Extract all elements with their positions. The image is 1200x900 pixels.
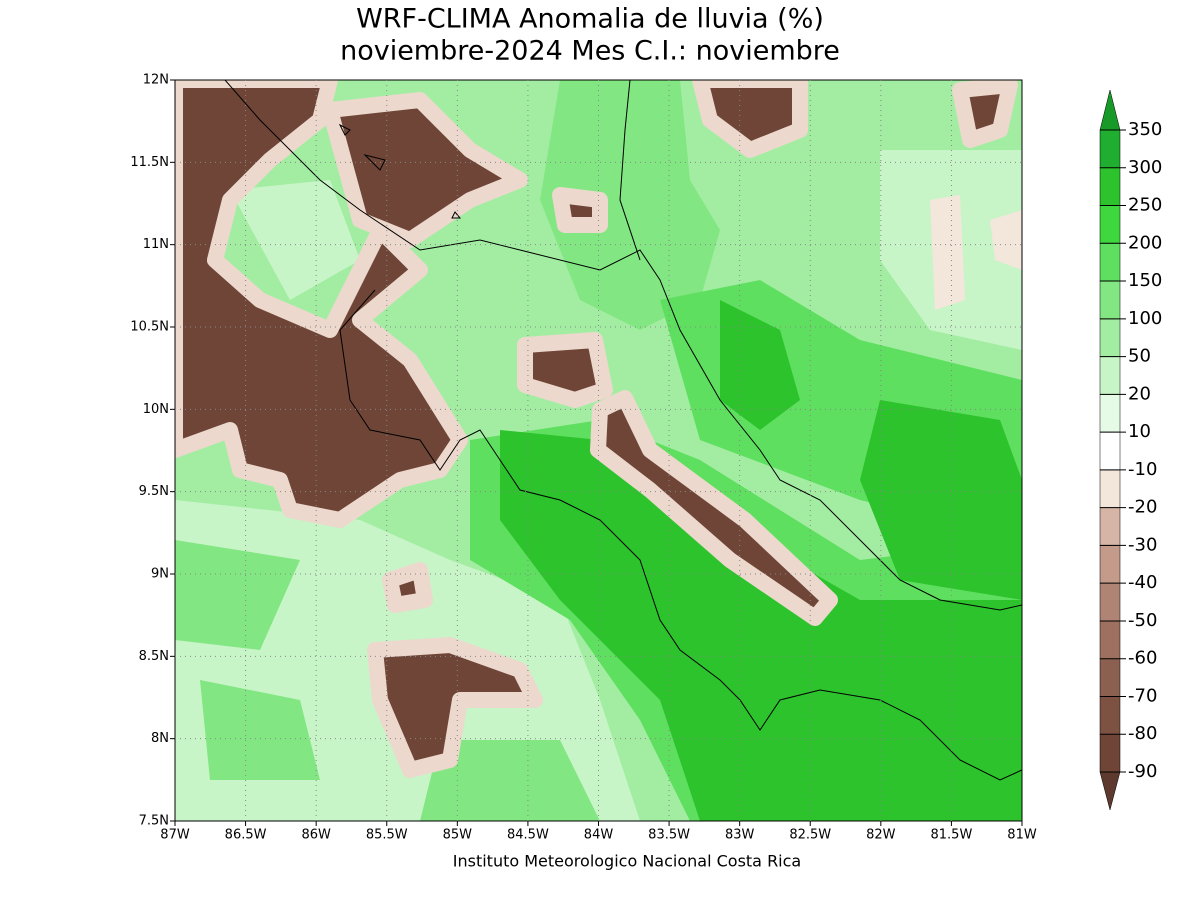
y-tick-label: 8N <box>151 731 169 746</box>
colorbar-bin <box>1099 545 1121 584</box>
colorbar-label: 50 <box>1128 346 1151 367</box>
y-tick-label: 10N <box>143 402 169 417</box>
y-tick-label: 9N <box>151 567 169 582</box>
colorbar-label: 10 <box>1128 421 1151 442</box>
colorbar-bin <box>1099 129 1121 169</box>
colorbar-bin <box>1099 167 1121 206</box>
colorbar-bin <box>1099 280 1121 320</box>
y-tick-label: 11.5N <box>130 155 169 170</box>
y-tick-label: 10.5N <box>130 320 169 335</box>
colorbar-bin <box>1099 733 1121 773</box>
x-tick-label: 83.5W <box>648 828 690 843</box>
y-tick-label: 11N <box>143 237 169 252</box>
x-tick-label: 85.5W <box>366 828 408 843</box>
y-tick-label: 9.5N <box>139 484 169 499</box>
colorbar-label: 300 <box>1128 157 1162 178</box>
colorbar-bin <box>1099 582 1121 622</box>
x-tick-label: 86W <box>301 828 331 843</box>
colorbar-end <box>1099 89 1121 131</box>
colorbar-label: 150 <box>1128 270 1162 291</box>
colorbar-bin <box>1099 658 1121 697</box>
y-tick-label: 12N <box>143 73 169 88</box>
footer: Instituto Meteorologico Nacional Costa R… <box>453 852 801 871</box>
y-tick-label: 7.5N <box>139 814 169 829</box>
x-tick-label: 87W <box>160 828 190 843</box>
colorbar-label: -60 <box>1128 648 1157 669</box>
x-tick-label: 83W <box>725 828 755 843</box>
colorbar-label: -70 <box>1128 685 1157 706</box>
colorbar-label: 250 <box>1128 195 1162 216</box>
colorbar-label: 20 <box>1128 383 1151 404</box>
y-tick-label: 8.5N <box>139 649 169 664</box>
colorbar-bin <box>1099 696 1121 735</box>
x-tick-label: 84W <box>584 828 614 843</box>
colorbar-end <box>1099 771 1121 811</box>
colorbar-label: -30 <box>1128 534 1157 555</box>
x-tick-label: 86.5W <box>225 828 267 843</box>
colorbar-bin <box>1099 469 1121 508</box>
colorbar-label: 350 <box>1128 119 1162 140</box>
colorbar-bin <box>1099 318 1121 357</box>
colorbar-bin <box>1099 356 1121 395</box>
title-line: noviembre-2024 Mes C.I.: noviembre <box>340 36 840 67</box>
x-tick-label: 81.5W <box>931 828 973 843</box>
colorbar-label: 100 <box>1128 308 1162 329</box>
title-line: WRF-CLIMA Anomalia de lluvia (%) <box>356 4 824 35</box>
colorbar-label: -20 <box>1128 497 1157 518</box>
x-tick-label: 85W <box>443 828 473 843</box>
colorbar-bin <box>1099 205 1121 244</box>
colorbar-label: -40 <box>1128 572 1157 593</box>
colorbar-bin <box>1099 394 1121 433</box>
x-tick-label: 82W <box>866 828 896 843</box>
colorbar-bin <box>1099 243 1121 282</box>
x-tick-label: 82.5W <box>789 828 831 843</box>
colorbar-label: -10 <box>1128 459 1157 480</box>
colorbar-bin <box>1099 431 1121 471</box>
colorbar-bin <box>1099 507 1121 546</box>
colorbar-label: -80 <box>1128 723 1157 744</box>
x-tick-label: 81W <box>1007 828 1037 843</box>
colorbar-label: -50 <box>1128 610 1157 631</box>
colorbar-label: 200 <box>1128 232 1162 253</box>
x-tick-label: 84.5W <box>507 828 549 843</box>
colorbar-label: -90 <box>1128 761 1157 782</box>
colorbar-bin <box>1099 620 1121 659</box>
